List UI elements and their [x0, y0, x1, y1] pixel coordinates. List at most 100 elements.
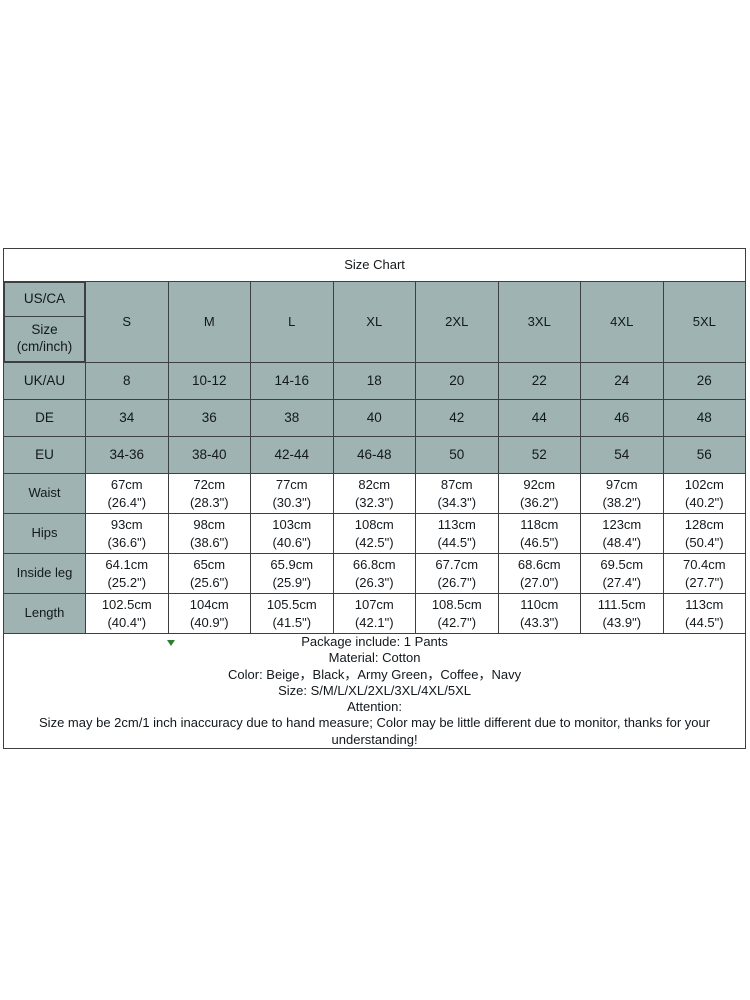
value-cm: 92cm — [523, 476, 556, 492]
value-cm: 102cm — [684, 476, 724, 492]
value-inch: (48.4") — [602, 534, 642, 550]
value-inch: (38.6") — [189, 534, 229, 550]
cell-waist-s: 67cm (26.4") — [85, 473, 169, 514]
cell-length-4xl: 111.5cm (43.9") — [580, 593, 664, 634]
size-chart-container: Size Chart US/CA Size (cm/inch) — [2, 248, 747, 749]
value-cm: 113cm — [685, 596, 724, 612]
cell-uk-au-2xl: 20 — [415, 362, 499, 400]
note-color: Color: Beige，Black，Army Green，Coffee，Nav… — [228, 666, 522, 682]
value-cm: 118cm — [520, 516, 559, 532]
value-cm: 102.5cm — [101, 596, 152, 612]
value-inch: (44.5") — [437, 534, 477, 550]
cell-hips-xl: 108cm (42.5") — [332, 513, 416, 554]
value-cm: 65.9cm — [270, 556, 314, 572]
value-cm: 66.8cm — [352, 556, 396, 572]
value-inch: (26.3") — [354, 574, 394, 590]
header-row: US/CA Size (cm/inch) S M L — [3, 281, 747, 363]
cell-inside-leg-l: 65.9cm (25.9") — [250, 553, 334, 594]
cell-length-5xl: 113cm (44.5") — [662, 593, 747, 634]
cell-inside-leg-2xl: 67.7cm (26.7") — [415, 553, 499, 594]
value-cm: 104cm — [189, 596, 229, 612]
row-label-de: DE — [3, 399, 86, 437]
value-cm: 67cm — [110, 476, 143, 492]
cell-hips-5xl: 128cm (50.4") — [662, 513, 747, 554]
cell-de-l: 38 — [250, 399, 334, 437]
value-cm: 65cm — [193, 556, 226, 572]
value-cm: 68.6cm — [517, 556, 561, 572]
cell-waist-l: 77cm (30.3") — [250, 473, 334, 514]
row-label-eu: EU — [3, 436, 86, 474]
cell-uk-au-l: 14-16 — [250, 362, 334, 400]
table-row: EU 34-36 38-40 42-44 46-48 50 52 54 56 — [3, 436, 747, 474]
cell-length-2xl: 108.5cm (42.7") — [415, 593, 499, 634]
cell-inside-leg-4xl: 69.5cm (27.4") — [580, 553, 664, 594]
value-cm: 72cm — [193, 476, 226, 492]
value-inch: (27.4") — [602, 574, 642, 590]
value-cm: 108cm — [354, 516, 394, 532]
value-cm: 70.4cm — [682, 556, 726, 572]
value-cm: 69.5cm — [600, 556, 644, 572]
value-cm: 108.5cm — [431, 596, 482, 612]
cell-length-l: 105.5cm (41.5") — [250, 593, 334, 634]
value-cm: 110cm — [520, 596, 559, 612]
cell-waist-5xl: 102cm (40.2") — [662, 473, 747, 514]
table-row: Waist 67cm (26.4") 72cm (28.3") 77cm (30… — [3, 473, 747, 514]
table-row: Inside leg 64.1cm (25.2") 65cm (25.6") 6… — [3, 553, 747, 594]
cell-length-3xl: 110cm (43.3") — [497, 593, 581, 634]
value-cm: 105.5cm — [266, 596, 317, 612]
cell-de-xl: 40 — [332, 399, 416, 437]
value-inch: (34.3") — [437, 494, 477, 510]
size-column-header-l: L — [250, 281, 334, 363]
size-column-header-m: M — [167, 281, 251, 363]
value-inch: (40.9") — [189, 614, 229, 630]
value-inch: (42.1") — [354, 614, 394, 630]
value-cm: 82cm — [358, 476, 391, 492]
cell-eu-3xl: 52 — [497, 436, 581, 474]
cell-waist-m: 72cm (28.3") — [167, 473, 251, 514]
value-inch: (40.2") — [685, 494, 724, 510]
cell-de-s: 34 — [85, 399, 169, 437]
size-column-header-s: S — [85, 281, 169, 363]
cell-de-3xl: 44 — [497, 399, 581, 437]
value-cm: 93cm — [110, 516, 143, 532]
cell-eu-s: 34-36 — [85, 436, 169, 474]
cell-uk-au-m: 10-12 — [167, 362, 251, 400]
cell-eu-l: 42-44 — [250, 436, 334, 474]
cell-eu-m: 38-40 — [167, 436, 251, 474]
row-label-uk-au: UK/AU — [3, 362, 86, 400]
value-inch: (42.7") — [437, 614, 477, 630]
value-inch: (36.2") — [519, 494, 559, 510]
cell-hips-4xl: 123cm (48.4") — [580, 513, 664, 554]
value-inch: (46.5") — [519, 534, 559, 550]
value-inch: (30.3") — [272, 494, 312, 510]
cell-inside-leg-xl: 66.8cm (26.3") — [332, 553, 416, 594]
value-inch: (32.3") — [354, 494, 394, 510]
row-label-length: Length — [3, 593, 86, 634]
cell-inside-leg-3xl: 68.6cm (27.0") — [497, 553, 581, 594]
cell-hips-l: 103cm (40.6") — [250, 513, 334, 554]
value-inch: (40.6") — [272, 534, 312, 550]
row-label-inside-leg: Inside leg — [3, 553, 86, 594]
cell-waist-3xl: 92cm (36.2") — [497, 473, 581, 514]
header-unit-label: Size (cm/inch) — [4, 316, 85, 362]
cell-de-4xl: 46 — [580, 399, 664, 437]
table-row: Length 102.5cm (40.4") 104cm (40.9") 105… — [3, 593, 747, 634]
value-cm: 77cm — [275, 476, 308, 492]
value-inch: (50.4") — [685, 534, 724, 550]
value-cm: 111.5cm — [597, 596, 646, 612]
value-inch: (25.2") — [107, 574, 147, 590]
value-cm: 64.1cm — [105, 556, 149, 572]
value-inch: (27.0") — [519, 574, 559, 590]
cell-hips-m: 98cm (38.6") — [167, 513, 251, 554]
product-notes: Package include: 1 Pants Material: Cotto… — [2, 633, 747, 749]
size-column-header-3xl: 3XL — [497, 281, 581, 363]
cell-uk-au-xl: 18 — [332, 362, 416, 400]
table-row: Hips 93cm (36.6") 98cm (38.6") 103cm (40… — [3, 513, 747, 554]
note-package: Package include: 1 Pants — [301, 634, 448, 649]
header-unit-line2: (cm/inch) — [16, 339, 73, 354]
note-material: Material: Cotton — [328, 650, 421, 666]
value-inch: (26.4") — [107, 494, 147, 510]
cell-de-5xl: 48 — [662, 399, 747, 437]
value-inch: (44.5") — [685, 614, 724, 630]
header-label-stack: US/CA Size (cm/inch) — [3, 281, 86, 363]
